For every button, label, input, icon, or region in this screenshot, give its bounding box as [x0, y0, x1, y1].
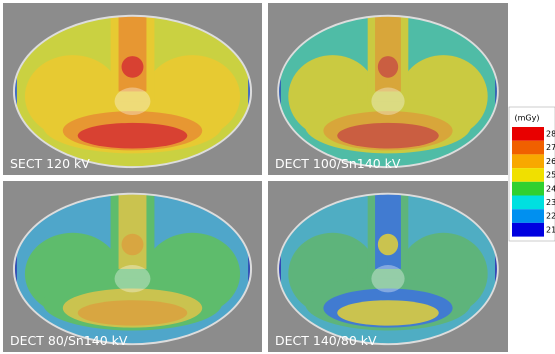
contour [337, 300, 439, 325]
contour [78, 123, 188, 149]
color-legend: (mGy) 28. 27. 26. 25. 24. 23. 22. 21. [509, 107, 555, 241]
legend-swatch [512, 127, 544, 141]
contour [378, 56, 398, 78]
panel-label: DECT 80/Sn140 kV [10, 333, 128, 348]
legend-label: 26. [546, 157, 555, 166]
contour [337, 123, 439, 149]
legend-swatch [512, 168, 544, 182]
spine [115, 265, 151, 292]
panel-label: DECT 140/80 kV [275, 333, 377, 348]
legend-label: 24. [546, 184, 555, 193]
contour [122, 234, 144, 255]
legend-label: 25. [546, 171, 555, 180]
legend-unit: (mGy) [515, 114, 540, 123]
legend-swatch [512, 141, 544, 155]
panel-label: DECT 100/Sn140 kV [275, 156, 401, 171]
contour [378, 234, 398, 255]
legend-label: 22. [546, 212, 555, 221]
legend-swatch [512, 209, 544, 223]
legend-swatch [512, 196, 544, 210]
panel-label: SECT 120 kV [10, 156, 90, 171]
legend-swatch [512, 223, 544, 237]
figure: (mGy) 28. 27. 26. 25. 24. 23. 22. 21. SECT 120 … [0, 0, 555, 354]
spine [371, 88, 404, 116]
panels: SECT 120 kV DECT 100/Sn140 kV DECT 80/Sn14… [3, 3, 508, 352]
dose-panel: SECT 120 kV [3, 3, 262, 175]
contour [78, 300, 188, 325]
contour [122, 56, 144, 78]
dose-panel: DECT 140/80 kV [268, 181, 508, 352]
spine [371, 265, 404, 292]
legend-swatch [512, 182, 544, 196]
dose-panel: DECT 80/Sn140 kV [3, 181, 262, 352]
legend-label: 21. [546, 225, 555, 234]
legend-swatch [512, 154, 544, 168]
legend-label: 27. [546, 143, 555, 152]
spine [115, 88, 151, 116]
legend-label: 28. [546, 130, 555, 139]
dose-panel: DECT 100/Sn140 kV [268, 3, 508, 175]
legend-label: 23. [546, 198, 555, 207]
